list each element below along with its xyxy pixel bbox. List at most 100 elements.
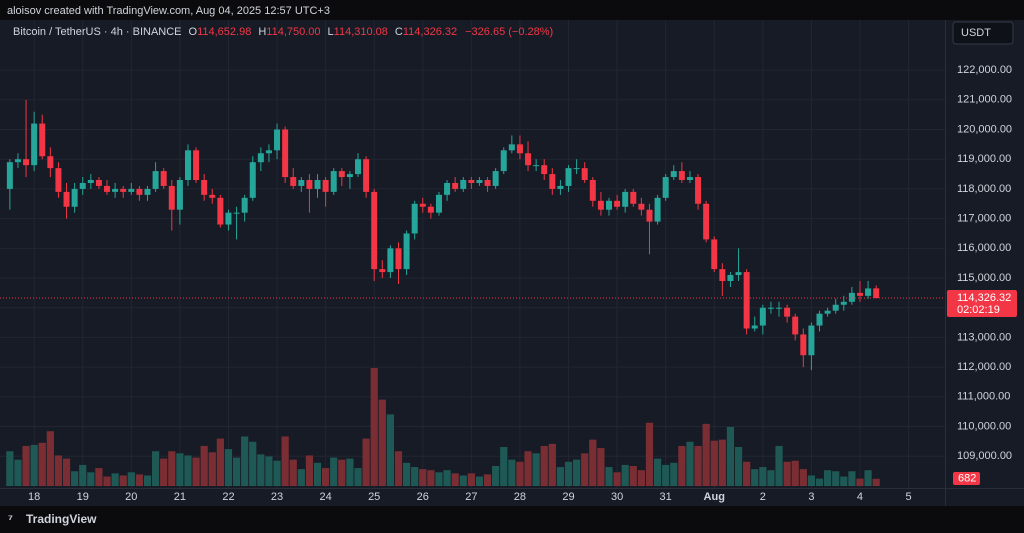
candle-body bbox=[557, 185, 564, 189]
candle-body bbox=[484, 180, 491, 186]
volume-bar bbox=[791, 460, 799, 486]
candle-body bbox=[160, 171, 167, 186]
candle-body bbox=[31, 123, 38, 166]
volume-bar bbox=[6, 451, 14, 486]
y-tick-label: 120,000.00 bbox=[957, 123, 1012, 135]
candle-body bbox=[508, 144, 515, 151]
candle-body bbox=[686, 177, 693, 181]
volume-bar bbox=[637, 470, 645, 486]
volume-label: 682 bbox=[958, 472, 976, 484]
candle-body bbox=[112, 188, 119, 192]
volume-bar bbox=[743, 461, 751, 486]
volume-bar bbox=[14, 459, 22, 486]
candle-body bbox=[23, 159, 30, 166]
candle-body bbox=[865, 288, 872, 296]
y-tick-label: 118,000.00 bbox=[957, 183, 1011, 195]
x-tick-label: 18 bbox=[28, 491, 40, 503]
candle-body bbox=[525, 153, 532, 166]
volume-bar bbox=[95, 468, 103, 486]
volume-bar bbox=[394, 451, 403, 486]
candle-body bbox=[597, 200, 604, 210]
candle-body bbox=[840, 301, 847, 305]
volume-bar bbox=[30, 444, 38, 486]
currency: USDT bbox=[961, 27, 991, 39]
candle-body bbox=[735, 272, 742, 276]
credit: aloisov created with TradingView.com, Au… bbox=[7, 5, 330, 17]
candle-body bbox=[14, 159, 21, 163]
volume-bar bbox=[532, 453, 540, 486]
x-tick-label: 23 bbox=[271, 491, 283, 503]
candle-body bbox=[87, 180, 94, 183]
volume-bar bbox=[435, 472, 443, 486]
y-tick-label: 111,000.00 bbox=[957, 391, 1010, 403]
y-tick-label: 116,000.00 bbox=[957, 242, 1011, 254]
volume-bar bbox=[734, 447, 743, 486]
candle-body bbox=[63, 191, 70, 207]
candle-body bbox=[193, 150, 200, 181]
candle-body bbox=[784, 307, 791, 317]
volume-bar bbox=[726, 427, 735, 486]
candle-body bbox=[500, 150, 507, 172]
candle-body bbox=[832, 304, 839, 311]
candle-body bbox=[95, 180, 102, 186]
candle-body bbox=[363, 159, 370, 192]
volume-bar bbox=[589, 439, 597, 486]
volume-bar bbox=[419, 469, 427, 486]
candle-body bbox=[824, 310, 831, 314]
volume-bar bbox=[192, 457, 200, 486]
volume-bar bbox=[540, 445, 548, 486]
x-tick-label: 20 bbox=[125, 491, 137, 503]
legend-key: C bbox=[394, 26, 403, 38]
y-tick-label: 117,000.00 bbox=[957, 213, 1011, 225]
candle-body bbox=[605, 200, 612, 210]
candle-body bbox=[800, 334, 807, 356]
candle-body bbox=[128, 188, 135, 192]
volume-bar bbox=[759, 467, 767, 486]
candle-body bbox=[209, 194, 216, 198]
candle-body bbox=[848, 292, 855, 302]
candle-body bbox=[703, 203, 710, 240]
volume-bar bbox=[678, 445, 686, 486]
symbol: Bitcoin / TetherUS · 4h · BINANCE bbox=[13, 26, 182, 38]
x-tick-label: 28 bbox=[514, 491, 526, 503]
volume-bar bbox=[775, 445, 783, 486]
volume-bar bbox=[427, 470, 435, 486]
volume-bar bbox=[176, 453, 184, 486]
price-label-bg bbox=[947, 290, 1017, 318]
legend-key: L bbox=[327, 26, 334, 38]
candle-body bbox=[565, 168, 572, 186]
candle-body bbox=[444, 182, 451, 195]
candle-body bbox=[808, 325, 815, 356]
currency-box[interactable] bbox=[952, 21, 1014, 45]
volume-bar bbox=[168, 451, 176, 486]
candle-body bbox=[346, 174, 353, 178]
volume-bar bbox=[22, 445, 30, 486]
legend: Bitcoin / TetherUS · 4h · BINANCE O 114,6… bbox=[13, 26, 553, 38]
volume-bar bbox=[232, 457, 241, 486]
volume-bar bbox=[103, 476, 111, 486]
candle-body bbox=[549, 174, 556, 189]
candle-body bbox=[225, 212, 232, 225]
volume-bar bbox=[297, 469, 305, 486]
volume-bar bbox=[467, 473, 475, 486]
volume-bar bbox=[605, 467, 613, 486]
volume-bar bbox=[257, 454, 265, 486]
candle-body bbox=[39, 123, 46, 157]
volume-bar bbox=[864, 470, 872, 486]
volume-bar bbox=[824, 470, 832, 486]
volume-bar bbox=[330, 457, 338, 486]
x-tick-label: 22 bbox=[222, 491, 234, 503]
candle-body bbox=[403, 233, 410, 270]
candle-body bbox=[241, 197, 248, 213]
volume-bar bbox=[184, 455, 192, 486]
legend-value: 114,326.32 bbox=[402, 26, 458, 38]
price-label: 114,326.32 bbox=[957, 292, 1011, 304]
candle-body bbox=[387, 248, 394, 273]
candle-body bbox=[257, 153, 264, 163]
volume-bar bbox=[621, 464, 629, 486]
volume-bar bbox=[79, 464, 87, 486]
candle-body bbox=[719, 269, 726, 281]
volume-bar bbox=[653, 458, 662, 486]
volume-bar bbox=[289, 459, 297, 486]
y-tick-label: 110,000.00 bbox=[957, 420, 1011, 432]
